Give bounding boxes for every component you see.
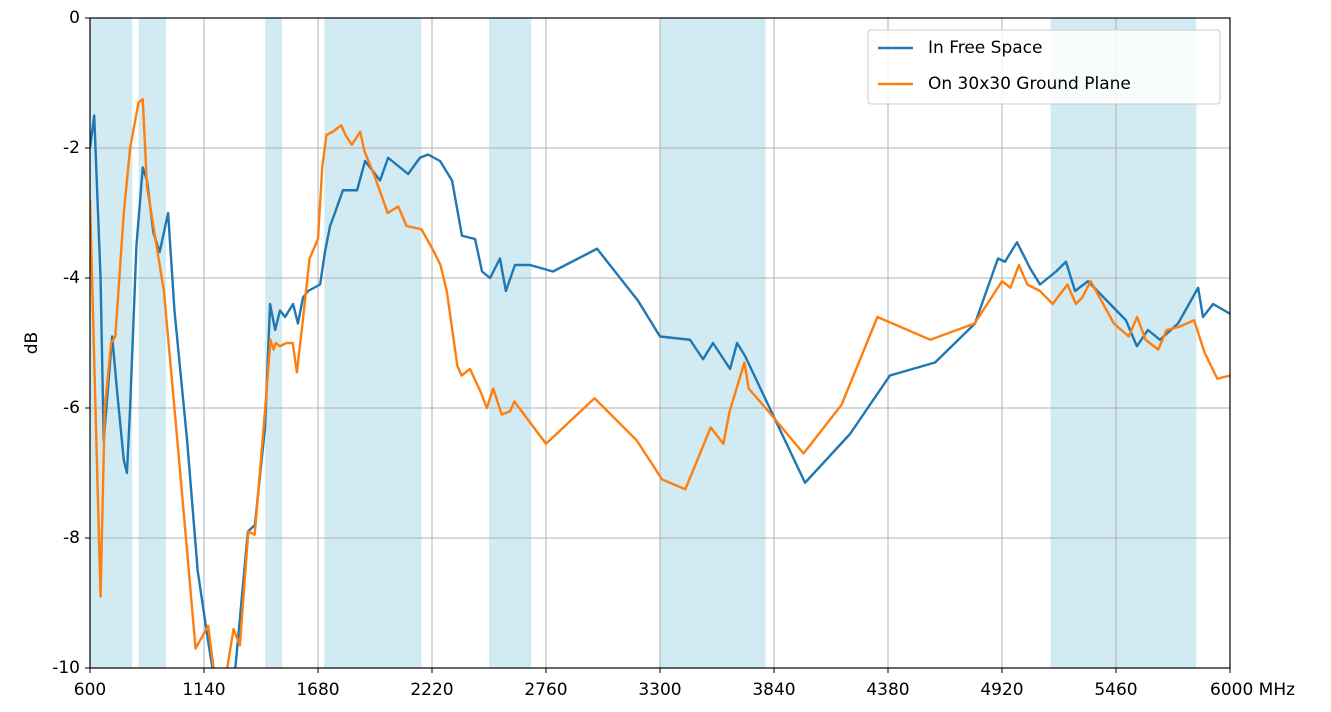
shaded-band [1050, 18, 1197, 668]
y-tick-label: 0 [69, 8, 80, 28]
legend-label: On 30x30 Ground Plane [928, 74, 1131, 94]
x-tick-label: 1680 [296, 680, 339, 700]
shaded-band [265, 18, 283, 668]
y-tick-label: -2 [63, 138, 80, 158]
x-tick-label: 5460 [1094, 680, 1137, 700]
legend-box [867, 29, 1221, 105]
x-tick-label: 600 [74, 680, 106, 700]
shaded-bands [90, 18, 1197, 668]
x-tick-label: 1140 [182, 680, 225, 700]
x-tick-label: 2760 [524, 680, 567, 700]
lines [90, 98, 1230, 668]
x-tick-label: 4920 [980, 680, 1023, 700]
legend: In Free Space On 30x30 Ground Plane [867, 29, 1221, 105]
y-tick-label: -10 [52, 658, 80, 678]
ticks: 600 1140 1680 2220 2760 3300 3840 4380 4920 5460 6… [52, 8, 1295, 700]
x-tick-label: 6000 MHz [1210, 680, 1295, 700]
y-tick-label: -4 [63, 268, 80, 288]
x-tick-label: 3300 [638, 680, 681, 700]
y-axis-label: dB [22, 332, 42, 354]
x-tick-label: 3840 [752, 680, 795, 700]
y-tick-label: -6 [63, 398, 80, 418]
shaded-band [324, 18, 422, 668]
series-line [90, 98, 1230, 668]
legend-label: In Free Space [928, 38, 1042, 58]
x-tick-label: 2220 [410, 680, 453, 700]
series-line [90, 114, 1230, 668]
x-tick-label: 4380 [866, 680, 909, 700]
shaded-band [489, 18, 532, 668]
y-tick-label: -8 [63, 528, 80, 548]
